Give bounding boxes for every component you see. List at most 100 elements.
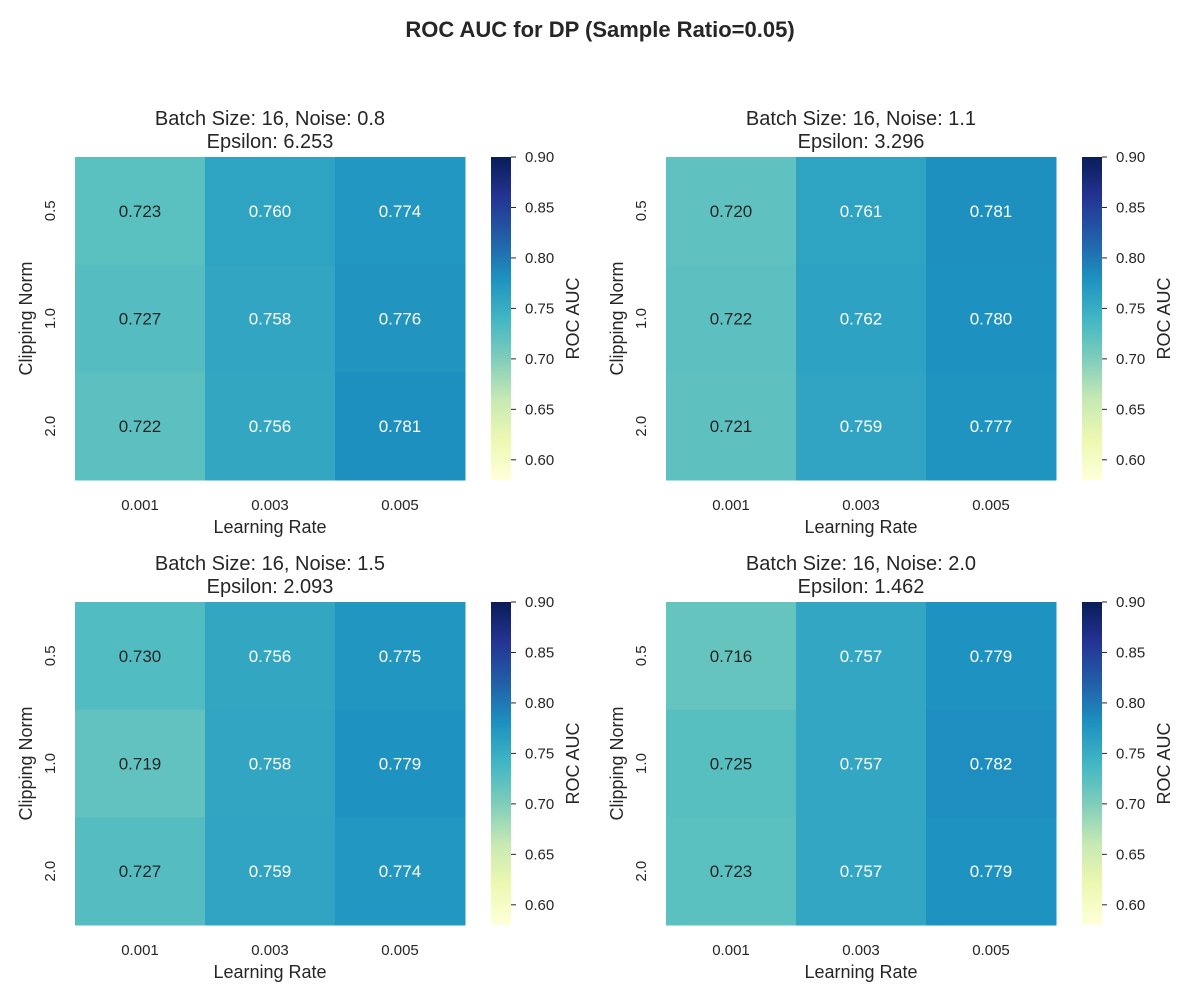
colorbar-tick-label: 0.75 [1116, 745, 1145, 762]
y-tick-label: 0.5 [42, 200, 59, 221]
heatmap-cell [926, 817, 1057, 926]
heatmap-cell [335, 817, 466, 926]
y-tick-label: 1.0 [42, 753, 59, 774]
heatmap-cell [75, 602, 206, 711]
y-axis-label: Clipping Norm [607, 706, 627, 820]
y-tick-label: 2.0 [633, 416, 650, 437]
colorbar-tick-label: 0.80 [1116, 695, 1145, 712]
figure-title: ROC AUC for DP (Sample Ratio=0.05) [405, 17, 794, 42]
colorbar [491, 157, 511, 480]
y-axis-label: Clipping Norm [16, 706, 36, 820]
colorbar-label: ROC AUC [1154, 722, 1174, 804]
colorbar-tick-label: 0.90 [525, 594, 554, 611]
heatmap-cell [205, 817, 336, 926]
cell-value-label: 0.719 [119, 755, 162, 774]
heatmap-cell [666, 602, 797, 711]
heatmap-cell [666, 709, 797, 818]
y-tick-label: 2.0 [42, 861, 59, 882]
heatmap-cell [796, 709, 927, 818]
cell-value-label: 0.779 [970, 647, 1013, 666]
cell-value-label: 0.723 [710, 862, 753, 881]
cell-value-label: 0.776 [379, 310, 422, 329]
heatmap-cell [205, 709, 336, 818]
heatmap-cell [335, 372, 466, 481]
cell-value-label: 0.723 [119, 202, 162, 221]
cell-value-label: 0.782 [970, 755, 1013, 774]
heatmap-cell [75, 817, 206, 926]
cell-value-label: 0.762 [840, 310, 883, 329]
colorbar-tick-label: 0.70 [1116, 351, 1145, 368]
x-tick-label: 0.001 [712, 497, 750, 514]
heatmap-cell [75, 264, 206, 373]
colorbar-tick-label: 0.70 [525, 796, 554, 813]
cell-value-label: 0.779 [970, 862, 1013, 881]
colorbar-tick-label: 0.65 [1116, 846, 1145, 863]
subplot-subtitle: Epsilon: 2.093 [207, 576, 334, 598]
subplot-subtitle: Epsilon: 3.296 [798, 131, 925, 153]
y-axis-label: Clipping Norm [16, 261, 36, 375]
heatmap-cell [205, 602, 336, 711]
colorbar-label: ROC AUC [563, 277, 583, 359]
cell-value-label: 0.757 [840, 647, 883, 666]
x-tick-label: 0.003 [842, 497, 880, 514]
x-axis-label: Learning Rate [213, 517, 326, 537]
colorbar-tick-label: 0.75 [525, 300, 554, 317]
cell-value-label: 0.781 [970, 202, 1013, 221]
heatmap-cell [666, 264, 797, 373]
colorbar-tick-label: 0.65 [525, 846, 554, 863]
x-tick-label: 0.001 [121, 942, 159, 959]
colorbar-tick-label: 0.60 [525, 452, 554, 469]
heatmap-cell [205, 372, 336, 481]
heatmap-cell [666, 817, 797, 926]
x-tick-label: 0.005 [972, 497, 1010, 514]
cell-value-label: 0.757 [840, 862, 883, 881]
cell-value-label: 0.727 [119, 862, 162, 881]
cell-value-label: 0.721 [710, 417, 753, 436]
x-axis-label: Learning Rate [804, 962, 917, 982]
y-tick-label: 0.5 [633, 645, 650, 666]
colorbar-tick-label: 0.70 [1116, 796, 1145, 813]
y-tick-label: 1.0 [633, 308, 650, 329]
cell-value-label: 0.730 [119, 647, 162, 666]
y-tick-label: 2.0 [42, 416, 59, 437]
x-tick-label: 0.003 [251, 942, 289, 959]
colorbar-tick-label: 0.70 [525, 351, 554, 368]
subplot-title: Batch Size: 16, Noise: 1.1 [746, 108, 976, 130]
heatmap-cell [796, 372, 927, 481]
colorbar-tick-label: 0.60 [525, 897, 554, 914]
cell-value-label: 0.757 [840, 755, 883, 774]
colorbar [491, 602, 511, 925]
heatmap-cell [666, 157, 797, 266]
cell-value-label: 0.758 [249, 310, 292, 329]
heatmap-cell [205, 264, 336, 373]
colorbar-tick-label: 0.90 [1116, 594, 1145, 611]
x-tick-label: 0.003 [842, 942, 880, 959]
heatmap-cell [75, 372, 206, 481]
y-axis-label: Clipping Norm [607, 261, 627, 375]
colorbar [1082, 602, 1102, 925]
cell-value-label: 0.774 [379, 862, 422, 881]
colorbar-tick-label: 0.85 [525, 199, 554, 216]
x-tick-label: 0.003 [251, 497, 289, 514]
cell-value-label: 0.781 [379, 417, 422, 436]
colorbar-tick-label: 0.80 [1116, 250, 1145, 267]
heatmap-cell [75, 709, 206, 818]
y-tick-label: 0.5 [633, 200, 650, 221]
y-tick-label: 2.0 [633, 861, 650, 882]
heatmap-cell [205, 157, 336, 266]
colorbar-tick-label: 0.60 [1116, 897, 1145, 914]
cell-value-label: 0.720 [710, 202, 753, 221]
x-tick-label: 0.001 [712, 942, 750, 959]
subplot-subtitle: Epsilon: 6.253 [207, 131, 334, 153]
colorbar-tick-label: 0.85 [525, 644, 554, 661]
colorbar-tick-label: 0.65 [525, 401, 554, 418]
cell-value-label: 0.759 [840, 417, 883, 436]
heatmap-cell [796, 264, 927, 373]
heatmap-cell [926, 602, 1057, 711]
x-tick-label: 0.005 [381, 497, 419, 514]
colorbar-tick-label: 0.85 [1116, 644, 1145, 661]
subplot-subtitle: Epsilon: 1.462 [798, 576, 925, 598]
cell-value-label: 0.779 [379, 755, 422, 774]
cell-value-label: 0.780 [970, 310, 1013, 329]
